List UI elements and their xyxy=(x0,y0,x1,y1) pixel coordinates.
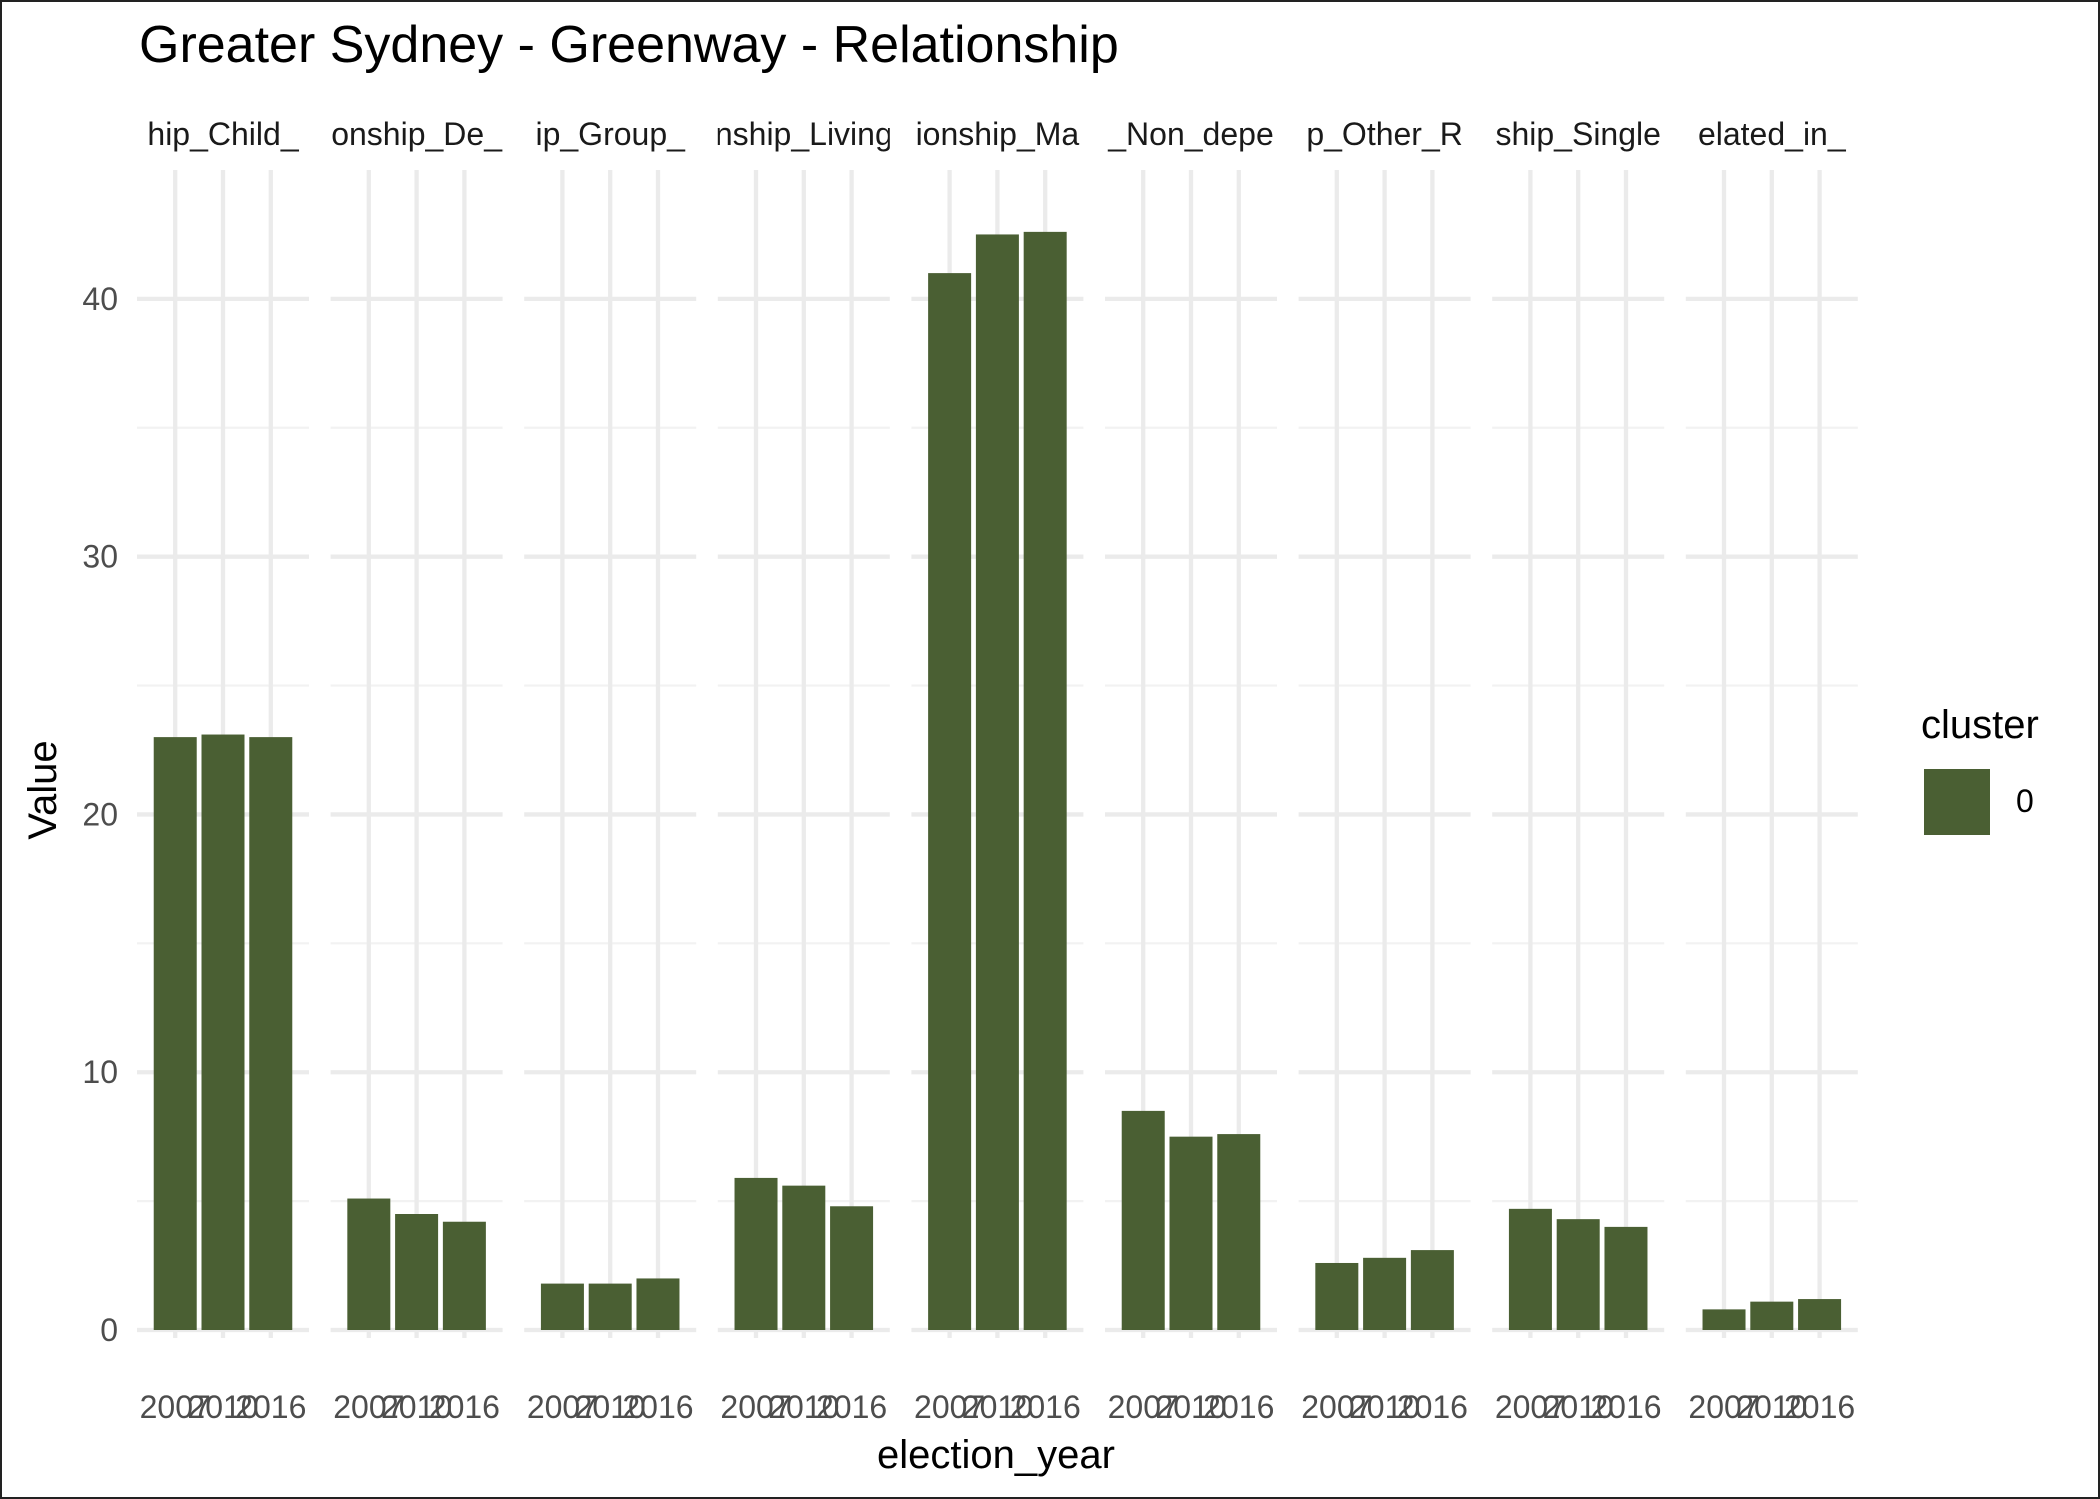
facet-strip-label: nship_Living xyxy=(715,116,893,152)
bar-2016 xyxy=(249,737,293,1330)
x-tick-label-2007: 2007 xyxy=(1688,1389,1759,1425)
x-tick-label-2010: 2010 xyxy=(1736,1389,1807,1425)
facet-strip-label: hip_Child_ xyxy=(147,116,299,152)
x-tick-label-2016: 2016 xyxy=(1590,1389,1661,1425)
x-tick-label-2010: 2010 xyxy=(962,1389,1033,1425)
bar-2010 xyxy=(588,1283,632,1330)
facet-strip-label: p_Other_R xyxy=(1306,116,1463,152)
x-tick-label-2016: 2016 xyxy=(1784,1389,1855,1425)
facet-strip-label: ip_Group_ xyxy=(535,116,686,152)
y-tick-label-40: 40 xyxy=(82,281,118,317)
bar-2010 xyxy=(395,1214,439,1330)
bar-2016 xyxy=(442,1221,486,1330)
x-tick-label-2010: 2010 xyxy=(381,1389,452,1425)
plot-area: 010203040hip_Child_200720102016onship_De… xyxy=(82,116,1858,1425)
bar-2016 xyxy=(1023,231,1067,1330)
x-axis-title: election_year xyxy=(877,1433,1115,1477)
bar-2007 xyxy=(1315,1262,1359,1330)
bar-2016 xyxy=(830,1206,874,1330)
y-tick-label-20: 20 xyxy=(82,796,118,832)
bar-2010 xyxy=(1556,1219,1600,1330)
x-tick-label-2016: 2016 xyxy=(816,1389,887,1425)
x-tick-label-2007: 2007 xyxy=(333,1389,404,1425)
bar-2007 xyxy=(1702,1309,1746,1330)
x-tick-label-2016: 2016 xyxy=(1203,1389,1274,1425)
bar-2007 xyxy=(153,737,197,1330)
legend-title: cluster xyxy=(1921,703,2039,747)
bar-2016 xyxy=(1410,1250,1454,1330)
bar-2016 xyxy=(1604,1226,1648,1330)
bar-2007 xyxy=(347,1198,391,1330)
x-tick-label-2010: 2010 xyxy=(768,1389,839,1425)
y-tick-label-30: 30 xyxy=(82,539,118,575)
x-tick-label-2007: 2007 xyxy=(914,1389,985,1425)
x-tick-label-2007: 2007 xyxy=(1108,1389,1179,1425)
legend: cluster 0 xyxy=(1921,703,2039,835)
x-tick-label-2016: 2016 xyxy=(1010,1389,1081,1425)
x-tick-label-2016: 2016 xyxy=(1397,1389,1468,1425)
facet-strip-label: _Non_depe xyxy=(1107,116,1273,152)
x-tick-label-2016: 2016 xyxy=(429,1389,500,1425)
x-tick-label-2016: 2016 xyxy=(235,1389,306,1425)
bar-2007 xyxy=(1508,1208,1552,1330)
chart-title: Greater Sydney - Greenway - Relationship xyxy=(139,16,1119,74)
bar-2007 xyxy=(928,273,972,1331)
x-tick-label-2007: 2007 xyxy=(140,1389,211,1425)
x-tick-label-2010: 2010 xyxy=(1155,1389,1226,1425)
bar-2010 xyxy=(1750,1301,1794,1330)
bar-2010 xyxy=(1169,1136,1213,1330)
bar-2007 xyxy=(734,1177,778,1330)
x-tick-label-2010: 2010 xyxy=(1349,1389,1420,1425)
x-tick-label-2010: 2010 xyxy=(1543,1389,1614,1425)
bar-2007 xyxy=(1121,1110,1165,1330)
bar-2010 xyxy=(975,234,1019,1330)
y-tick-label-0: 0 xyxy=(100,1312,118,1348)
bar-2010 xyxy=(1363,1257,1407,1330)
bar-2010 xyxy=(201,734,245,1330)
bar-2016 xyxy=(1217,1134,1261,1330)
x-tick-label-2010: 2010 xyxy=(187,1389,258,1425)
x-tick-label-2010: 2010 xyxy=(575,1389,646,1425)
x-tick-label-2016: 2016 xyxy=(622,1389,693,1425)
x-tick-label-2007: 2007 xyxy=(1301,1389,1372,1425)
y-axis-title: Value xyxy=(21,740,65,839)
bar-2016 xyxy=(1798,1299,1842,1330)
x-tick-label-2007: 2007 xyxy=(1495,1389,1566,1425)
facet-strip-label: onship_De_ xyxy=(331,116,503,152)
x-tick-label-2007: 2007 xyxy=(527,1389,598,1425)
x-tick-label-2007: 2007 xyxy=(720,1389,791,1425)
legend-key-cluster-0 xyxy=(1924,769,1990,835)
y-tick-label-10: 10 xyxy=(82,1054,118,1090)
bar-2016 xyxy=(636,1278,680,1330)
legend-label-cluster-0: 0 xyxy=(2016,783,2034,819)
facet-strip-label: ship_Single xyxy=(1495,116,1660,152)
facet-strip-label: ionship_Ma xyxy=(916,116,1080,152)
facet-strip-label: elated_in_ xyxy=(1698,116,1847,152)
bar-2010 xyxy=(782,1185,826,1330)
bar-2007 xyxy=(540,1283,584,1330)
